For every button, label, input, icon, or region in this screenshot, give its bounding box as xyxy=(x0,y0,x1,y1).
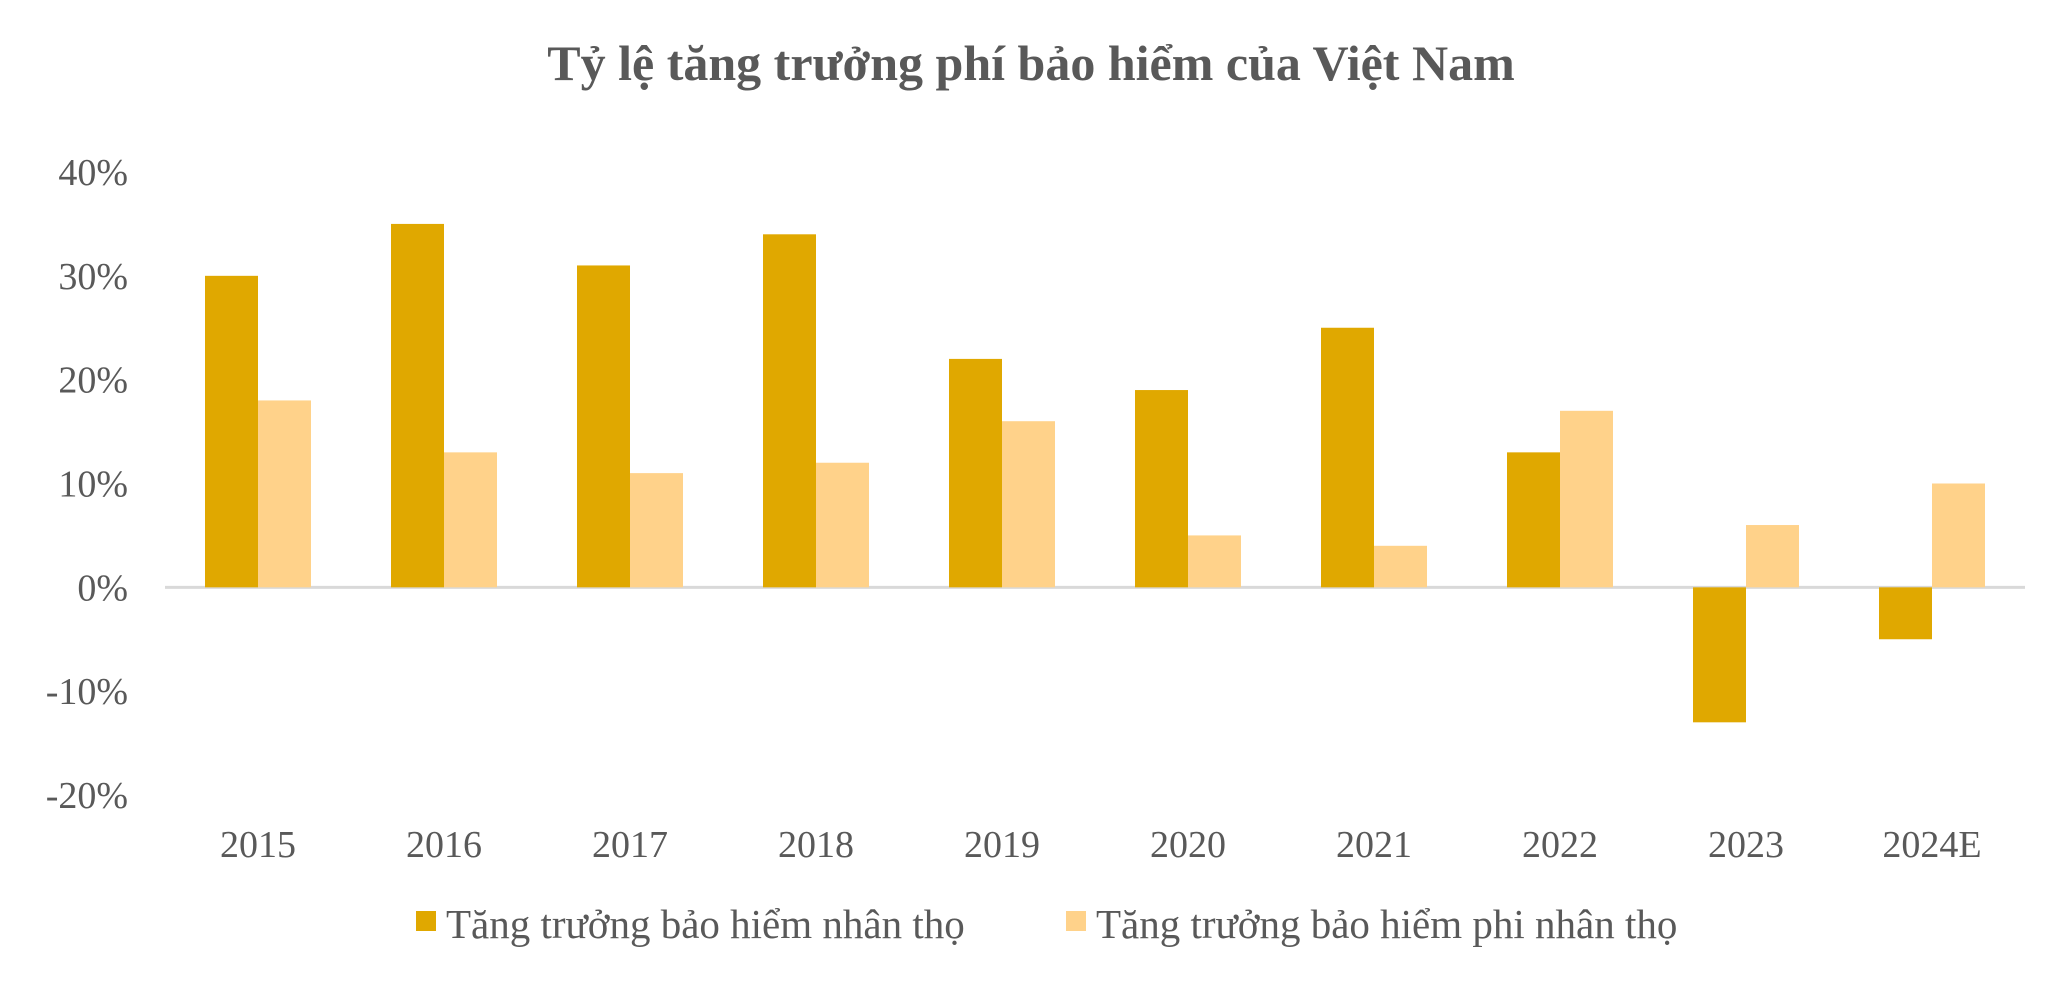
y-axis: 40% 30% 20% 10% 0% -10% -20% xyxy=(46,152,128,817)
x-tick-label: 2019 xyxy=(964,824,1040,866)
x-tick-label: 2023 xyxy=(1708,824,1784,866)
bar-non-life-insurance-2017 xyxy=(630,473,683,588)
y-tick-label: -20% xyxy=(46,775,128,817)
x-tick-label: 2018 xyxy=(778,824,854,866)
y-tick-label: 30% xyxy=(58,256,128,298)
bar-life-insurance-2021 xyxy=(1321,327,1374,588)
bar-non-life-insurance-2016 xyxy=(444,452,497,588)
bar-life-insurance-2018 xyxy=(763,234,816,588)
bar-non-life-insurance-2023 xyxy=(1746,525,1799,588)
chart-title: Tỷ lệ tăng trưởng phí bảo hiểm của Việt … xyxy=(547,35,1514,91)
x-tick-label: 2021 xyxy=(1336,824,1412,866)
bar-life-insurance-2015 xyxy=(205,275,258,588)
x-tick-label: 2022 xyxy=(1522,824,1598,866)
bar-non-life-insurance-2022 xyxy=(1560,410,1613,588)
bar-life-insurance-2020 xyxy=(1135,390,1188,588)
y-tick-label: 20% xyxy=(58,360,128,402)
y-tick-label: 10% xyxy=(58,464,128,506)
x-tick-label: 2024E xyxy=(1882,824,1981,866)
y-tick-label: -10% xyxy=(46,671,128,713)
x-tick-label: 2015 xyxy=(220,824,296,866)
bar-non-life-insurance-2021 xyxy=(1374,545,1427,588)
legend-swatch xyxy=(416,911,436,931)
bars xyxy=(205,223,1985,723)
y-tick-label: 0% xyxy=(77,567,128,609)
bar-life-insurance-2024E xyxy=(1879,587,1932,640)
x-tick-label: 2016 xyxy=(406,824,482,866)
x-tick-label: 2020 xyxy=(1150,824,1226,866)
bar-life-insurance-2016 xyxy=(391,223,444,588)
legend-item-non-life-insurance: Tăng trưởng bảo hiểm phi nhân thọ xyxy=(1066,901,1677,947)
bar-life-insurance-2022 xyxy=(1507,452,1560,588)
bar-non-life-insurance-2015 xyxy=(258,400,311,588)
x-tick-label: 2017 xyxy=(592,824,668,866)
legend: Tăng trưởng bảo hiểm nhân thọ Tăng trưởng… xyxy=(416,901,1677,947)
bar-life-insurance-2017 xyxy=(577,265,630,588)
bar-non-life-insurance-2019 xyxy=(1002,421,1055,588)
bar-non-life-insurance-2024E xyxy=(1932,483,1985,588)
y-tick-label: 40% xyxy=(58,152,128,194)
x-axis: 2015 2016 2017 2018 2019 2020 2021 2022 2023 2024… xyxy=(220,824,1982,866)
legend-label: Tăng trưởng bảo hiểm nhân thọ xyxy=(446,901,965,947)
legend-label: Tăng trưởng bảo hiểm phi nhân thọ xyxy=(1096,901,1677,947)
bar-life-insurance-2019 xyxy=(949,358,1002,588)
bar-non-life-insurance-2018 xyxy=(816,462,869,588)
bar-life-insurance-2023 xyxy=(1693,587,1746,723)
bar-non-life-insurance-2020 xyxy=(1188,535,1241,588)
legend-item-life-insurance: Tăng trưởng bảo hiểm nhân thọ xyxy=(416,901,965,947)
legend-swatch xyxy=(1066,911,1086,931)
